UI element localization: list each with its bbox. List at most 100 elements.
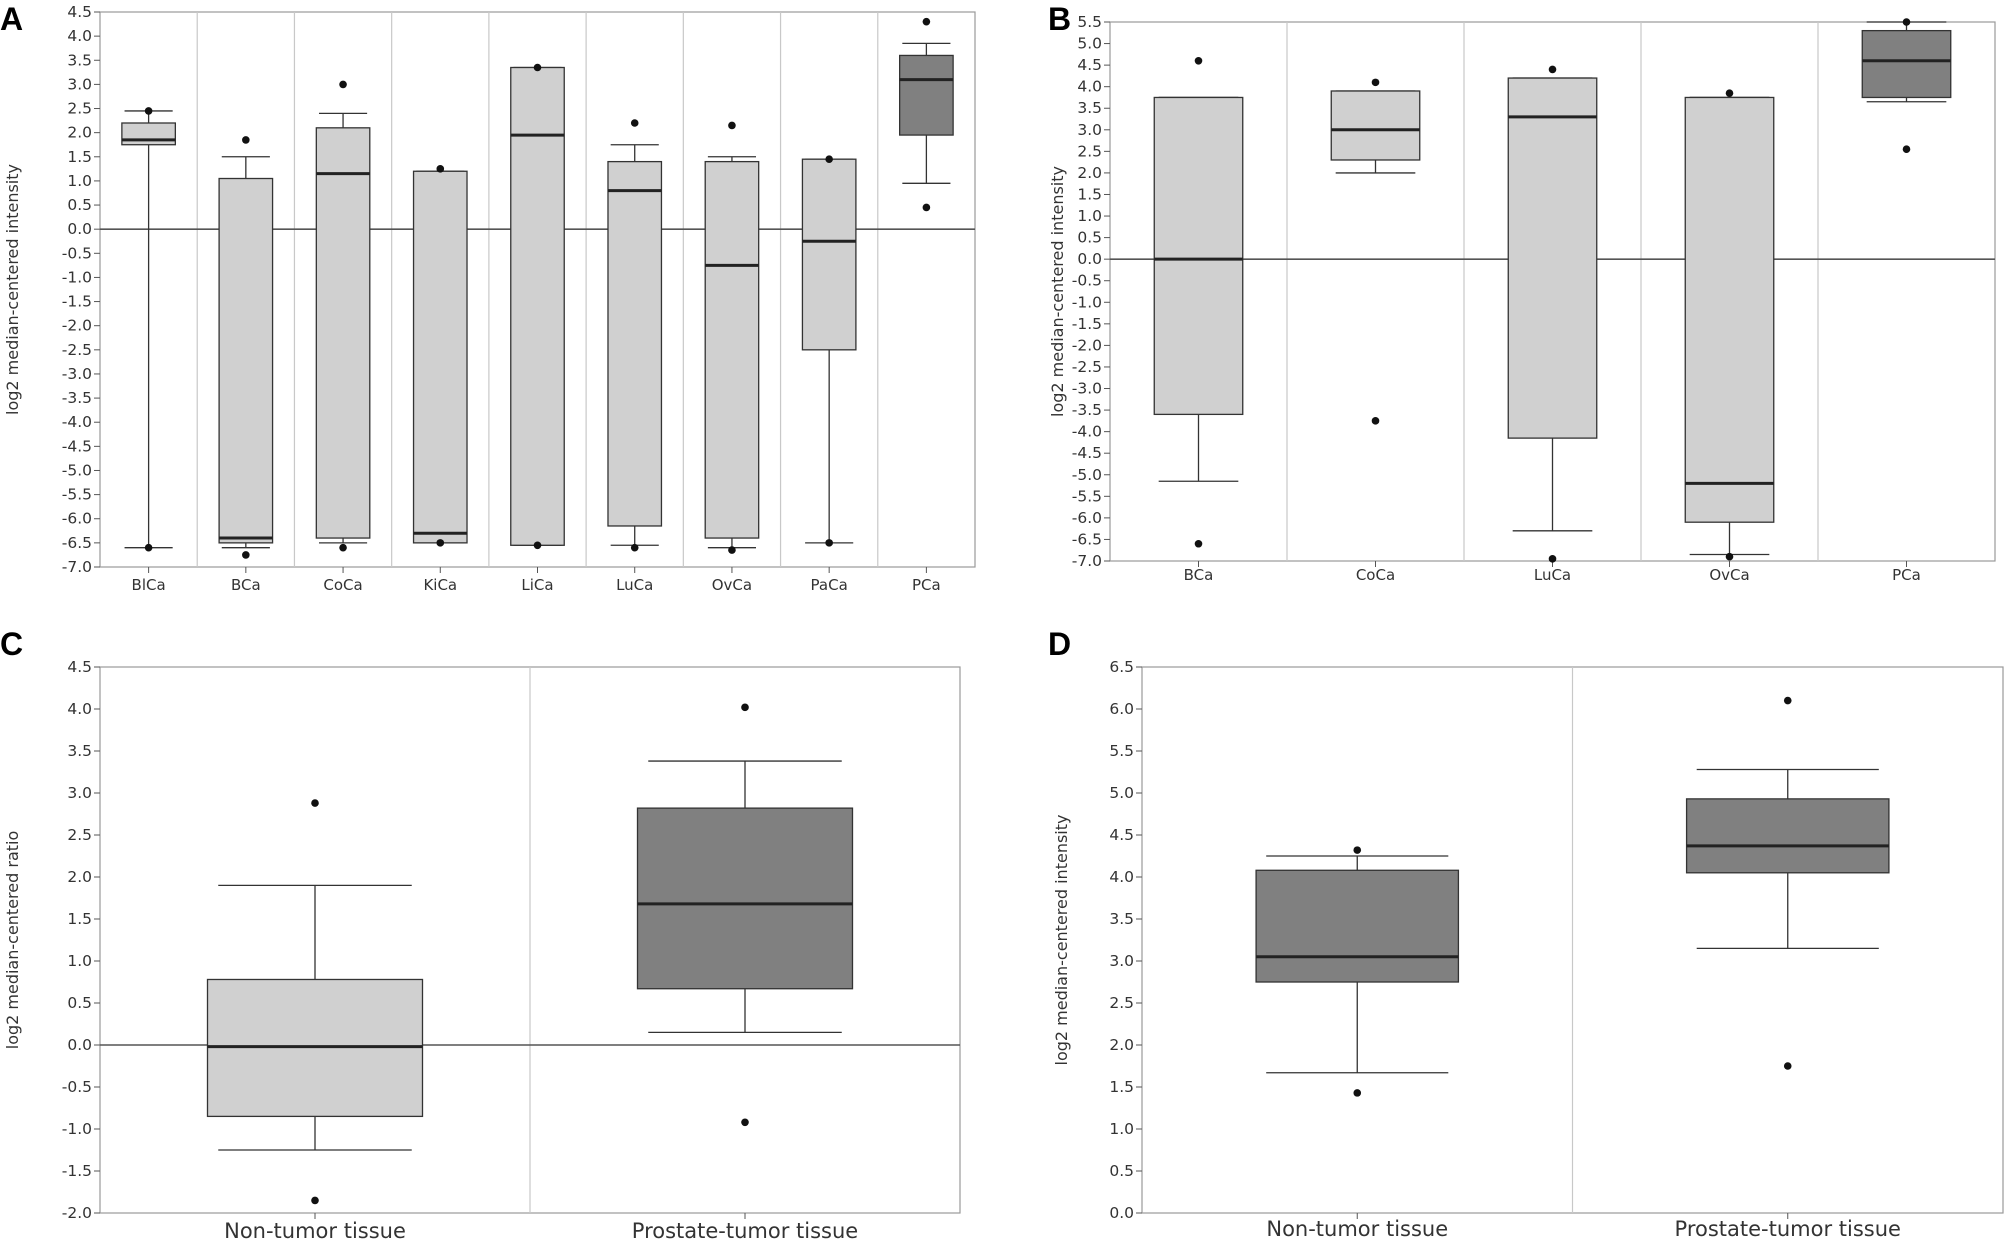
y-tick-label: 1.5 [1077, 185, 1102, 203]
category-label: Prostate-tumor tissue [1675, 1217, 1901, 1241]
iqr-box [412, 170, 468, 544]
y-tick-label: -1.0 [62, 1120, 92, 1138]
outlier-point [1548, 555, 1557, 563]
y-tick-label: -2.0 [1072, 336, 1102, 354]
y-tick-label: 0.5 [1109, 1162, 1134, 1180]
y-tick-label: -7.0 [62, 558, 92, 576]
box-prostate-tumor-tissue [636, 703, 854, 1127]
category-label: CoCa [1356, 566, 1395, 584]
y-tick-label: 3.0 [1077, 121, 1102, 139]
y-tick-label: 2.0 [67, 124, 92, 142]
y-tick-label: -4.0 [1072, 423, 1102, 441]
category-label: LiCa [521, 576, 553, 594]
y-tick-label: 0.0 [1109, 1204, 1134, 1222]
y-tick-label: -6.0 [62, 510, 92, 528]
y-tick-label: 5.5 [1077, 13, 1102, 31]
y-tick-label: -5.0 [62, 461, 92, 479]
outlier-point [144, 543, 153, 552]
y-tick-label: -0.5 [1072, 272, 1102, 290]
y-tick-label: 2.0 [1077, 164, 1102, 182]
iqr-box [1153, 96, 1244, 416]
category-label: BlCa [132, 576, 166, 594]
iqr-box [899, 54, 954, 136]
outlier-point [533, 541, 542, 550]
category-label: PCa [1892, 566, 1921, 584]
y-tick-label: 4.5 [67, 3, 92, 21]
y-tick-label: 1.5 [67, 910, 92, 928]
y-tick-label: 5.5 [1109, 742, 1134, 760]
y-tick-label: 4.0 [1109, 868, 1134, 886]
category-label: BCa [231, 576, 261, 594]
outlier-point [1194, 539, 1203, 548]
y-tick-label: 0.0 [67, 1036, 92, 1054]
category-label: BCa [1184, 566, 1214, 584]
y-tick-label: 4.0 [67, 700, 92, 718]
box-ovca [1684, 89, 1775, 561]
panel-b-boxplot: 5.5 5.0 4.5 4.0 3.5 3.0 2.5 2.0 1.5 1.0 0.5 0.0 -0.5… [1048, 13, 1996, 584]
y-tick-label: -4.0 [62, 413, 92, 431]
y-axis-label: log2 median-centered intensity [1052, 815, 1071, 1066]
y-tick-label: 1.0 [1109, 1120, 1134, 1138]
category-label: LuCa [616, 576, 653, 594]
outlier-point [311, 799, 319, 807]
box-non-tumor-tissue [206, 799, 424, 1205]
panel-label-a: A [0, 1, 23, 37]
y-tick-label: -1.0 [62, 268, 92, 286]
category-label: CoCa [323, 576, 362, 594]
box-bca [1153, 57, 1244, 548]
y-tick-label: 0.0 [67, 220, 92, 238]
outlier-point [728, 121, 736, 130]
category-label: PaCa [811, 576, 848, 594]
y-tick-label: -4.5 [1072, 444, 1102, 462]
y-tick-label: -3.5 [1072, 401, 1102, 419]
y-tick-label: -7.0 [1072, 552, 1102, 570]
panel-a-boxplot: 4.5 4.0 3.5 3.0 2.5 2.0 1.5 1.0 0.5 0.0 -0.5 -1.0 -1… [3, 3, 976, 594]
y-axis-label: log2 median-centered intensity [1048, 166, 1067, 417]
outlier-point [825, 155, 833, 163]
box-paca [801, 155, 857, 547]
y-axis-label: log2 median-centered ratio [3, 831, 22, 1050]
y-tick-label: 3.5 [67, 742, 92, 760]
y-tick-label: 0.0 [1077, 250, 1102, 268]
y-tick-label: 1.0 [67, 952, 92, 970]
iqr-box [218, 177, 274, 544]
outlier-point [339, 80, 347, 89]
y-tick-label: -2.0 [62, 1204, 92, 1222]
y-tick-label: -1.5 [62, 1162, 92, 1180]
y-tick-label: 1.5 [67, 148, 92, 166]
y-tick-label: 5.0 [1109, 784, 1134, 802]
y-tick-label: 5.0 [1077, 35, 1102, 53]
outlier-point [922, 203, 931, 212]
category-label: KiCa [423, 576, 457, 594]
box-prostate-tumor-tissue [1685, 696, 1890, 1070]
outlier-point [339, 543, 347, 552]
y-tick-label: 1.5 [1109, 1078, 1134, 1096]
y-tick-label: 3.0 [1109, 952, 1134, 970]
y-tick-label: -5.5 [62, 486, 92, 504]
outlier-point [144, 107, 153, 115]
y-tick-label: 4.5 [1109, 826, 1134, 844]
y-tick-label: 2.0 [67, 868, 92, 886]
y-tick-label: -0.5 [62, 1078, 92, 1096]
y-tick-label: -1.5 [1072, 315, 1102, 333]
box-kica [412, 165, 468, 547]
outlier-point [311, 1196, 319, 1205]
box-bca [218, 136, 274, 559]
y-tick-label: 2.5 [1109, 994, 1134, 1012]
iqr-box [121, 122, 176, 146]
category-label: Prostate-tumor tissue [632, 1219, 858, 1241]
outlier-point [741, 703, 749, 712]
panel-label-c: C [0, 626, 23, 662]
iqr-box [510, 66, 565, 546]
outlier-point [1353, 1089, 1362, 1097]
category-label: LuCa [1534, 566, 1571, 584]
y-tick-label: -6.0 [1072, 509, 1102, 527]
box-ovca [704, 121, 760, 554]
y-tick-label: -2.0 [62, 317, 92, 335]
box-lica [510, 63, 565, 550]
y-tick-label: 1.0 [1077, 207, 1102, 225]
y-tick-label: 0.5 [1077, 229, 1102, 247]
box-luca [1507, 65, 1598, 563]
y-tick-label: 2.5 [67, 826, 92, 844]
y-tick-label: 4.0 [1077, 78, 1102, 96]
